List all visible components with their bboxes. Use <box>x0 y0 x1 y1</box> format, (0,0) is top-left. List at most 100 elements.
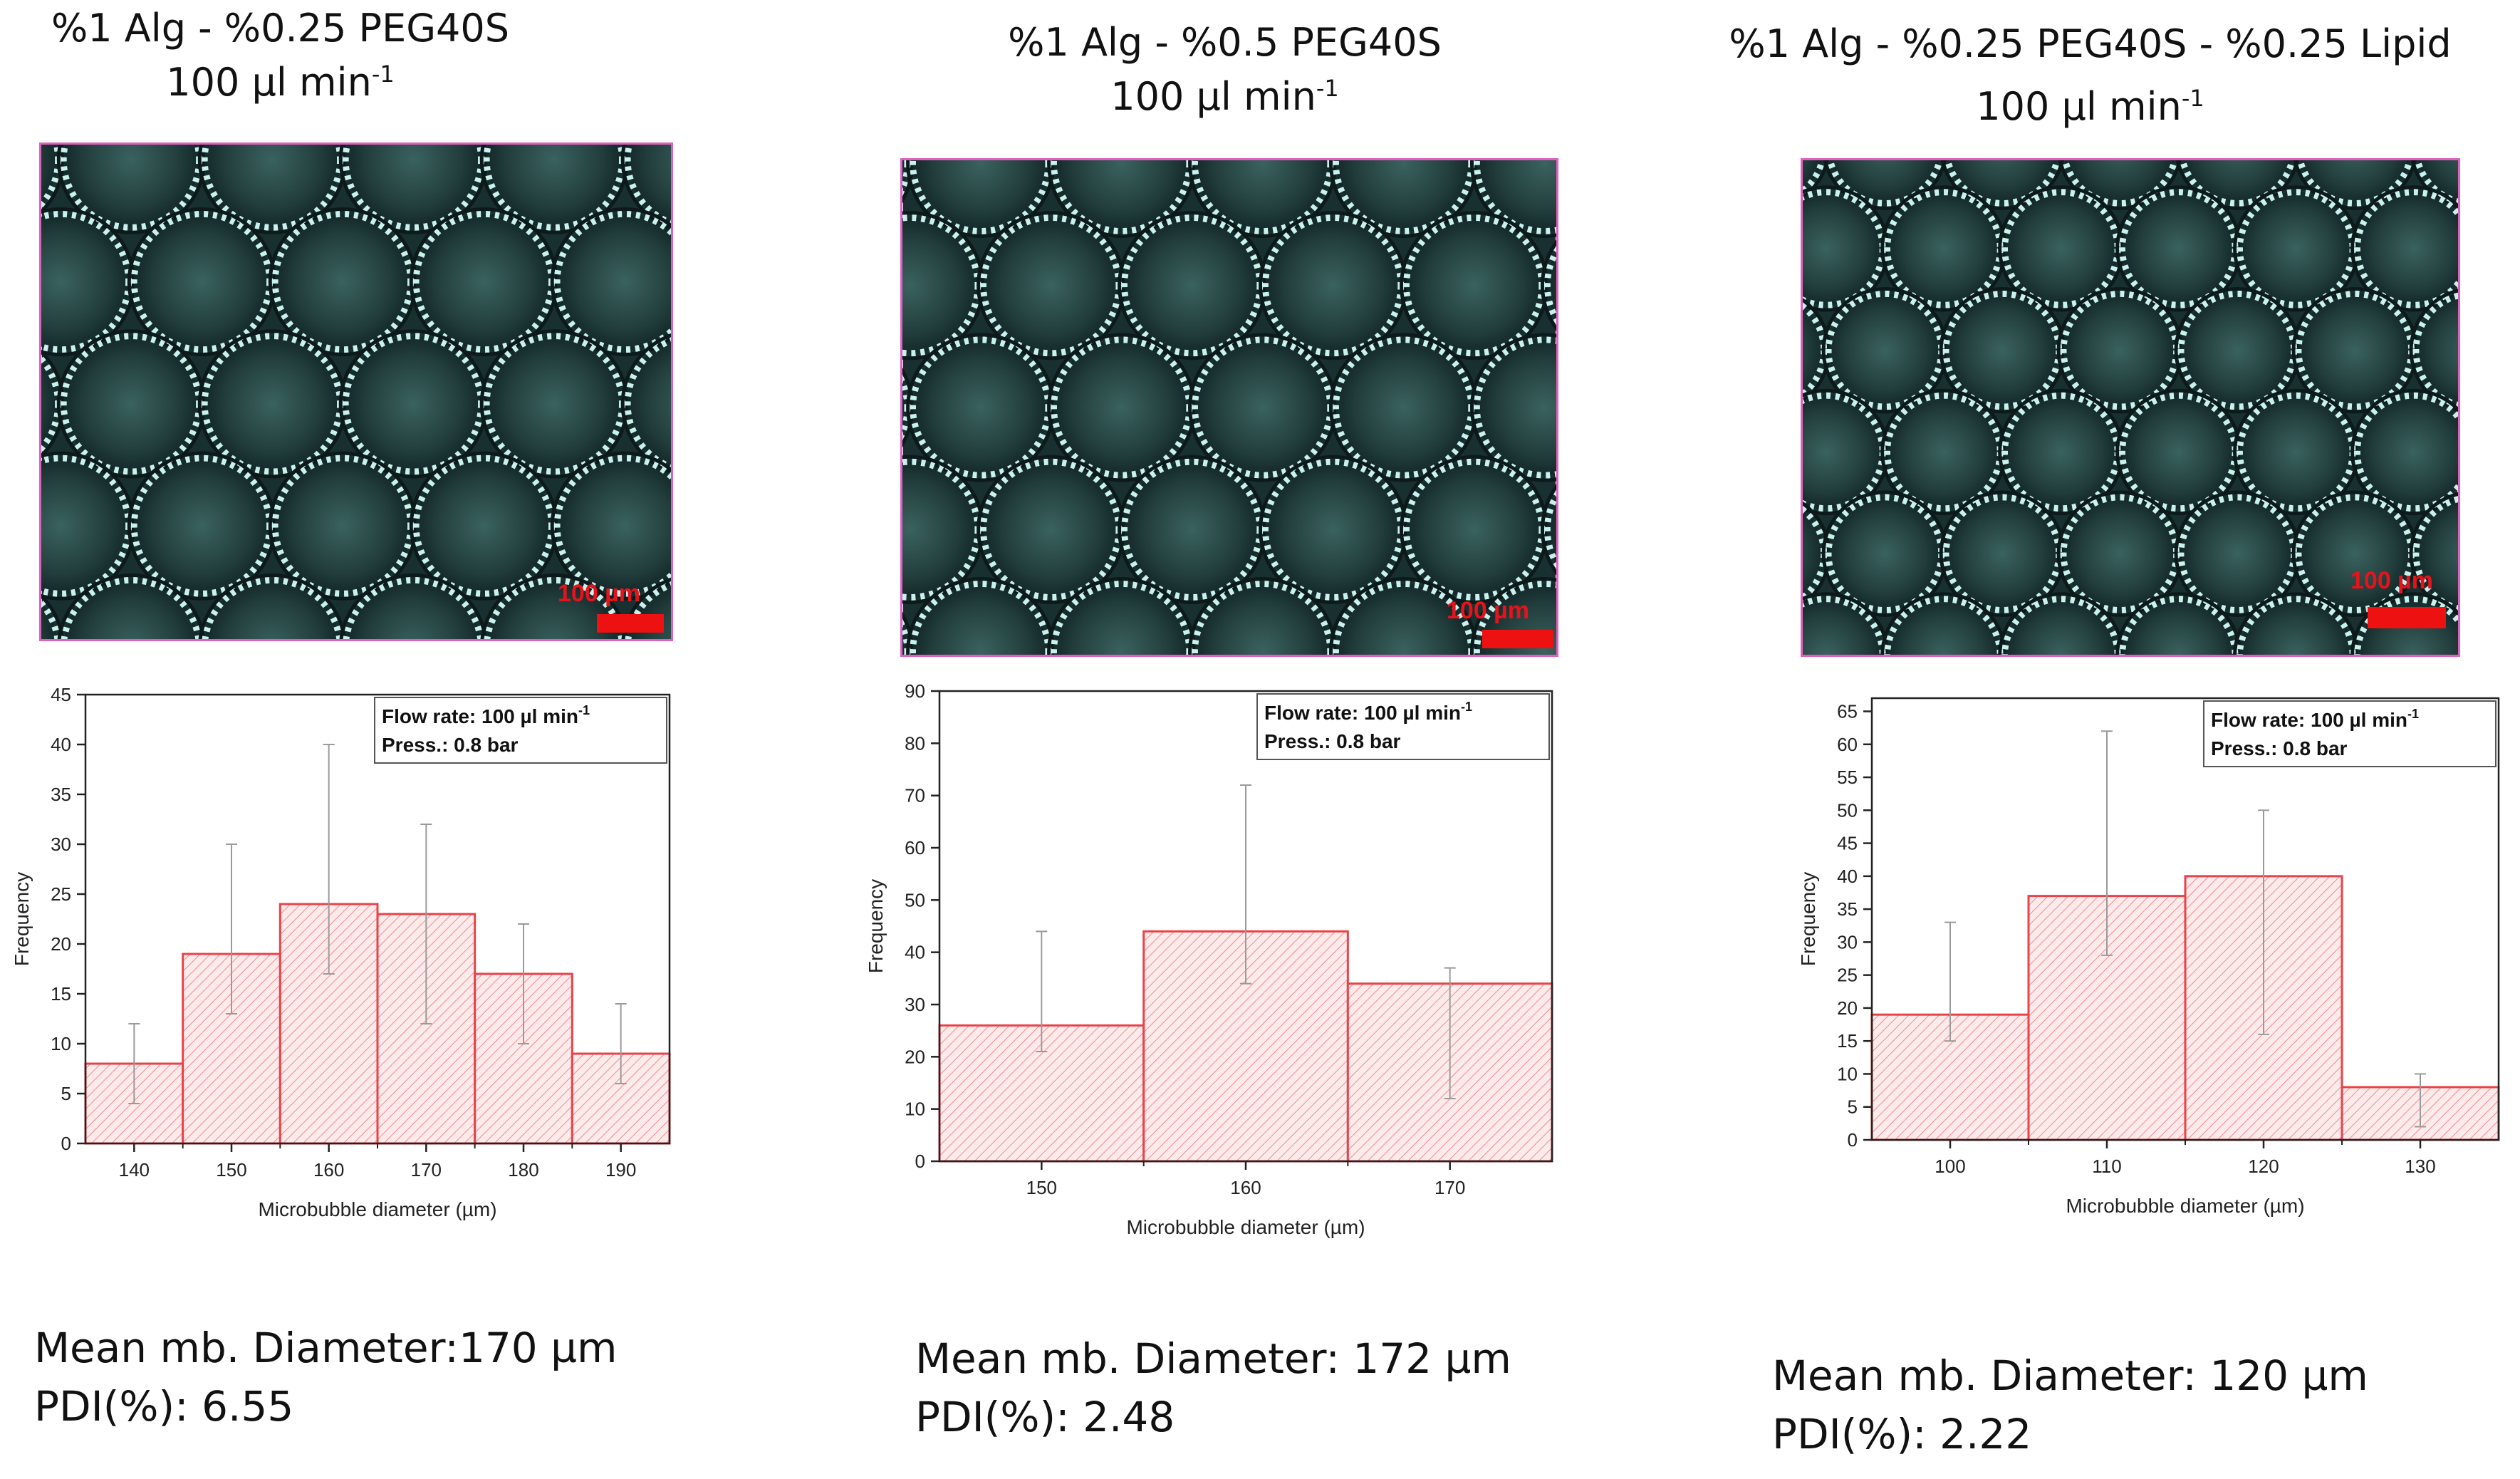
panel-3: %1 Alg - %0.25 PEG40S - %0.25 Lipid 100 … <box>1680 0 2519 1479</box>
legend-box <box>1256 693 1550 760</box>
microbubble <box>1473 336 1556 479</box>
panel-2-pdi: PDI(%): 2.48 <box>915 1393 1175 1441</box>
panel-3-mean-diameter: Mean mb. Diameter: 120 µm <box>1772 1351 2368 1400</box>
panel-1: %1 Alg - %0.25 PEG40S 100 µl min-1 100 µ… <box>0 0 840 1479</box>
y-tick-label: 35 <box>51 784 71 805</box>
microbubble <box>1261 458 1405 601</box>
microbubble <box>130 210 274 353</box>
y-tick-label: 30 <box>1837 931 1858 953</box>
microbubble <box>271 210 414 353</box>
microbubble <box>130 455 274 597</box>
microbubble <box>2354 189 2458 308</box>
microbubble-rim <box>2115 592 2242 655</box>
microbubble-rim <box>1880 592 2007 655</box>
microbubble <box>2061 160 2178 207</box>
microbubble <box>1051 336 1193 479</box>
y-tick-label: 20 <box>905 1046 925 1067</box>
x-tick-label: 130 <box>2405 1156 2435 1177</box>
y-tick-label: 5 <box>61 1083 71 1104</box>
microbubble <box>1884 596 2004 655</box>
x-tick-label: 160 <box>313 1159 344 1180</box>
microbubble <box>1944 160 2061 207</box>
panel-2-stats: Mean mb. Diameter: 172 µm PDI(%): 2.48 <box>915 1329 1511 1446</box>
y-tick-label: 80 <box>905 732 925 754</box>
y-tick-label: 30 <box>905 994 925 1015</box>
microbubble-rim <box>2058 160 2182 210</box>
y-tick-label: 15 <box>51 983 71 1005</box>
microbubble <box>2179 160 2296 207</box>
microbubble <box>342 333 484 475</box>
x-tick-label: 140 <box>119 1159 150 1180</box>
panel-3-pdi: PDI(%): 2.22 <box>1772 1410 2032 1458</box>
panel-2-micrograph <box>900 158 1558 657</box>
microbubble <box>41 598 61 639</box>
y-tick-label: 40 <box>905 942 925 963</box>
microbubble <box>1825 290 1945 410</box>
microbubble-rim <box>1998 592 2125 655</box>
microbubble <box>343 576 484 639</box>
panel-2-title-line2: 100 µl min-1 <box>1110 74 1339 119</box>
microbubble <box>624 145 671 227</box>
x-tick-label: 180 <box>508 1159 538 1180</box>
y-tick-label: 10 <box>1837 1063 1858 1084</box>
y-tick-label: 5 <box>1848 1096 1858 1118</box>
y-tick-label: 65 <box>1837 701 1858 722</box>
microbubble-rim <box>2175 160 2299 210</box>
panel-1-stats: Mean mb. Diameter:170 µm PDI(%): 6.55 <box>34 1319 618 1436</box>
microbubble <box>1942 290 2063 410</box>
microbubble <box>910 336 1052 479</box>
x-tick-label: 190 <box>605 1159 636 1180</box>
x-tick-label: 100 <box>1935 1156 1965 1177</box>
y-tick-label: 25 <box>51 883 71 905</box>
panel-2-scale-bar-label: 100 µm <box>1447 597 1529 624</box>
microbubble <box>2177 494 2298 614</box>
microbubble <box>2237 392 2356 512</box>
microbubble <box>201 333 344 475</box>
x-tick-label: 150 <box>216 1159 246 1180</box>
panel-1-title-line1: %1 Alg - %0.25 PEG40S <box>51 6 510 51</box>
y-tick-label: 45 <box>51 684 71 705</box>
microbubble <box>2060 494 2180 614</box>
microbubble <box>2295 290 2415 410</box>
microbubble-rim <box>2409 492 2458 616</box>
microbubble-rim <box>2350 388 2458 516</box>
microbubble <box>553 455 671 597</box>
x-axis-label: Microbubble diameter (µm) <box>258 1198 496 1220</box>
microbubble-rim <box>480 573 629 639</box>
panel-1-mean-diameter: Mean mb. Diameter:170 µm <box>34 1324 618 1372</box>
microbubble <box>412 210 555 353</box>
microbubble-rim <box>2350 185 2458 312</box>
x-tick-label: 150 <box>1026 1177 1057 1198</box>
microbubble-rim <box>339 573 488 639</box>
y-tick-label: 0 <box>1848 1129 1858 1151</box>
microbubble-rim <box>1803 592 1890 655</box>
microbubble <box>980 214 1123 357</box>
x-tick-label: 170 <box>1435 1177 1465 1198</box>
microbubble <box>1332 336 1475 479</box>
microbubble <box>2001 189 2121 308</box>
y-tick-label: 0 <box>915 1151 925 1172</box>
microbubble <box>624 337 671 471</box>
microbubble <box>2412 292 2458 408</box>
microbubble-rim <box>620 145 671 231</box>
panel-3-micrograph-image <box>1803 160 2458 655</box>
microbubble <box>2060 290 2180 410</box>
x-tick-label: 120 <box>2248 1156 2279 1177</box>
panel-1-pdi: PDI(%): 6.55 <box>34 1382 294 1431</box>
microbubble-rim <box>1823 160 1947 210</box>
microbubble <box>2177 290 2298 410</box>
y-axis-label: Frequency <box>1797 872 1819 966</box>
microbubble <box>980 458 1123 601</box>
microbubble <box>484 576 625 639</box>
microbubble <box>60 333 203 475</box>
microbubble <box>2001 392 2121 512</box>
y-tick-label: 25 <box>1837 965 1858 986</box>
panel-2-mean-diameter: Mean mb. Diameter: 172 µm <box>915 1334 1511 1383</box>
legend-flow-rate: Flow rate: 100 µl min-1 <box>1264 700 1472 724</box>
microbubble-rim <box>2409 289 2458 412</box>
microbubble <box>483 333 625 475</box>
panel-3-title-line2: 100 µl min-1 <box>1976 84 2204 129</box>
legend-pressure: Press.: 0.8 bar <box>2211 737 2348 759</box>
microbubble <box>1473 160 1556 234</box>
panel-3-micrograph <box>1801 158 2460 657</box>
